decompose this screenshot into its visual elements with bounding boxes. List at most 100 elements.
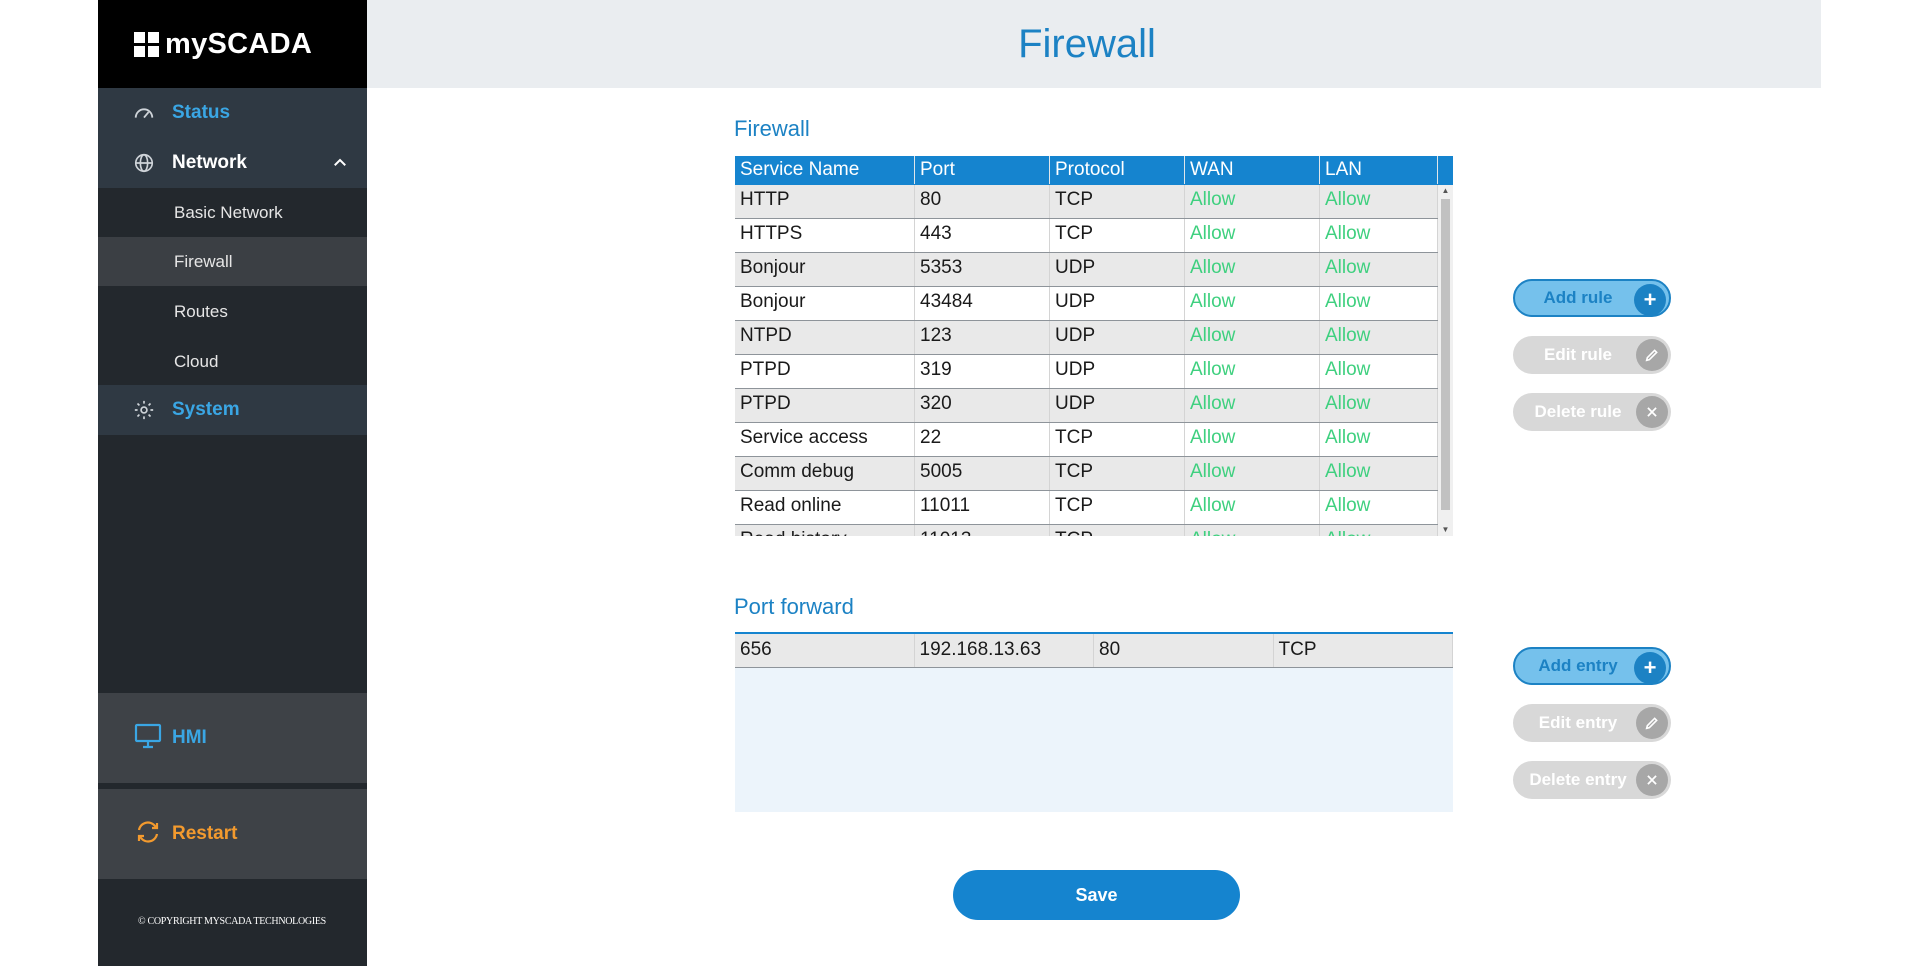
cell-port: 123: [915, 321, 1050, 354]
add-entry-button[interactable]: Add entry +: [1513, 647, 1671, 685]
cell-lan: Allow: [1320, 287, 1438, 320]
cell-service-name: PTPD: [735, 389, 915, 422]
pencil-icon: [1636, 339, 1668, 371]
firewall-section-title: Firewall: [734, 116, 810, 141]
table-row[interactable]: Read history11013TCPAllowAllow: [735, 525, 1453, 536]
close-icon: [1636, 764, 1668, 796]
globe-icon: [132, 151, 156, 175]
cell-port: 319: [915, 355, 1050, 388]
cell-service-name: HTTPS: [735, 219, 915, 252]
cell-service-name: PTPD: [735, 355, 915, 388]
nav-top-group: Status Network: [98, 88, 367, 188]
cell-service-name: Service access: [735, 423, 915, 456]
cell-lan: Allow: [1320, 321, 1438, 354]
table-row[interactable]: 656 192.168.13.63 80 TCP: [735, 634, 1453, 668]
edit-rule-label: Edit rule: [1543, 345, 1612, 364]
cell-protocol: UDP: [1050, 355, 1185, 388]
scroll-up-icon[interactable]: ▲: [1441, 186, 1450, 195]
table-row[interactable]: PTPD 319 UDP Allow Allow: [735, 355, 1453, 389]
sidebar-item-basic-network[interactable]: Basic Network: [174, 202, 283, 222]
cell-port: 5005: [915, 457, 1050, 490]
edit-rule-button[interactable]: Edit rule: [1513, 336, 1671, 374]
sidebar-item-firewall[interactable]: Firewall: [98, 237, 367, 286]
firewall-table: Service Name Port Protocol WAN LAN HTTP 8…: [735, 156, 1453, 536]
cell-port: 80: [915, 185, 1050, 218]
cell-ip-address: 192.168.13.63: [915, 634, 1094, 667]
cell-service-name: Read online: [735, 491, 915, 524]
table-row[interactable]: Bonjour 5353 UDP Allow Allow: [735, 253, 1453, 287]
cell-wan: Allow: [1185, 423, 1320, 456]
restart-button[interactable]: Restart: [98, 789, 367, 879]
table-row[interactable]: PTPD 320 UDP Allow Allow: [735, 389, 1453, 423]
table-row[interactable]: HTTP 80 TCP Allow Allow: [735, 185, 1453, 219]
cell-service-name: Bonjour: [735, 253, 915, 286]
delete-entry-button[interactable]: Delete entry: [1513, 761, 1671, 799]
gauge-icon: [132, 101, 156, 125]
cell-wan: Allow: [1185, 253, 1320, 286]
cell-protocol: TCP: [1050, 185, 1185, 218]
port-forward-table: 656 192.168.13.63 80 TCP: [735, 632, 1453, 812]
cell-port: 320: [915, 389, 1050, 422]
table-row[interactable]: HTTPS 443 TCP Allow Allow: [735, 219, 1453, 253]
nav-network[interactable]: Network: [98, 138, 367, 188]
add-rule-label: Add rule: [1543, 288, 1613, 307]
col-lan[interactable]: LAN: [1320, 156, 1438, 184]
edit-entry-button[interactable]: Edit entry: [1513, 704, 1671, 742]
port-forward-table-body: 656 192.168.13.63 80 TCP: [735, 634, 1453, 668]
sidebar-item-cloud[interactable]: Cloud: [174, 351, 219, 371]
firewall-scrollbar[interactable]: ▲ ▼: [1438, 185, 1453, 536]
col-protocol[interactable]: Protocol: [1050, 156, 1185, 184]
cell-lan: Allow: [1320, 457, 1438, 490]
add-rule-button[interactable]: Add rule +: [1513, 279, 1671, 317]
nav-status[interactable]: Status: [98, 88, 367, 138]
cell-external-port: 656: [735, 634, 915, 667]
cell-protocol: UDP: [1050, 287, 1185, 320]
cell-wan: Allow: [1185, 457, 1320, 490]
add-entry-label: Add entry: [1538, 656, 1618, 675]
col-service-name[interactable]: Service Name: [735, 156, 915, 184]
page-title: Firewall: [1018, 21, 1156, 66]
nav-network-label: Network: [172, 152, 247, 173]
scrollbar-thumb[interactable]: [1441, 199, 1450, 510]
cell-service-name: Bonjour: [735, 287, 915, 320]
hmi-button[interactable]: HMI: [98, 693, 367, 783]
cell-wan: Allow: [1185, 525, 1320, 536]
delete-rule-button[interactable]: Delete rule: [1513, 393, 1671, 431]
nav-system[interactable]: System: [98, 385, 367, 435]
refresh-icon: [134, 819, 162, 850]
save-button[interactable]: Save: [953, 870, 1240, 920]
sidebar-item-routes[interactable]: Routes: [174, 301, 228, 321]
chevron-up-icon[interactable]: [331, 154, 349, 177]
gear-icon: [132, 398, 156, 422]
table-row[interactable]: NTPD 123 UDP Allow Allow: [735, 321, 1453, 355]
table-row[interactable]: Service access 22 TCP Allow Allow: [735, 423, 1453, 457]
table-row[interactable]: Comm debug 5005 TCP Allow Allow: [735, 457, 1453, 491]
cell-service-name: Comm debug: [735, 457, 915, 490]
cell-lan: Allow: [1320, 423, 1438, 456]
delete-rule-label: Delete rule: [1534, 402, 1622, 421]
firewall-table-header: Service Name Port Protocol WAN LAN: [735, 156, 1453, 185]
cell-lan: Allow: [1320, 185, 1438, 218]
cell-protocol: TCP: [1274, 634, 1453, 667]
cell-service-name: Read history: [735, 525, 915, 536]
logo[interactable]: mySCADA: [98, 0, 367, 88]
cell-port: 43484: [915, 287, 1050, 320]
cell-lan: Allow: [1320, 253, 1438, 286]
col-port[interactable]: Port: [915, 156, 1050, 184]
cell-protocol: UDP: [1050, 389, 1185, 422]
plus-icon: +: [1634, 652, 1666, 684]
cell-lan: Allow: [1320, 491, 1438, 524]
cell-lan: Allow: [1320, 525, 1438, 536]
table-row[interactable]: Read online 11011 TCP Allow Allow: [735, 491, 1453, 525]
close-icon: [1636, 396, 1668, 428]
nav-status-label: Status: [172, 102, 231, 123]
scroll-down-icon[interactable]: ▼: [1441, 525, 1450, 534]
cell-lan: Allow: [1320, 219, 1438, 252]
cell-port: 11011: [915, 491, 1050, 524]
col-wan[interactable]: WAN: [1185, 156, 1320, 184]
pencil-icon: [1636, 707, 1668, 739]
table-row[interactable]: Bonjour 43484 UDP Allow Allow: [735, 287, 1453, 321]
cell-protocol: TCP: [1050, 525, 1185, 536]
edit-entry-label: Edit entry: [1538, 713, 1618, 732]
port-forward-section-title: Port forward: [734, 594, 854, 619]
